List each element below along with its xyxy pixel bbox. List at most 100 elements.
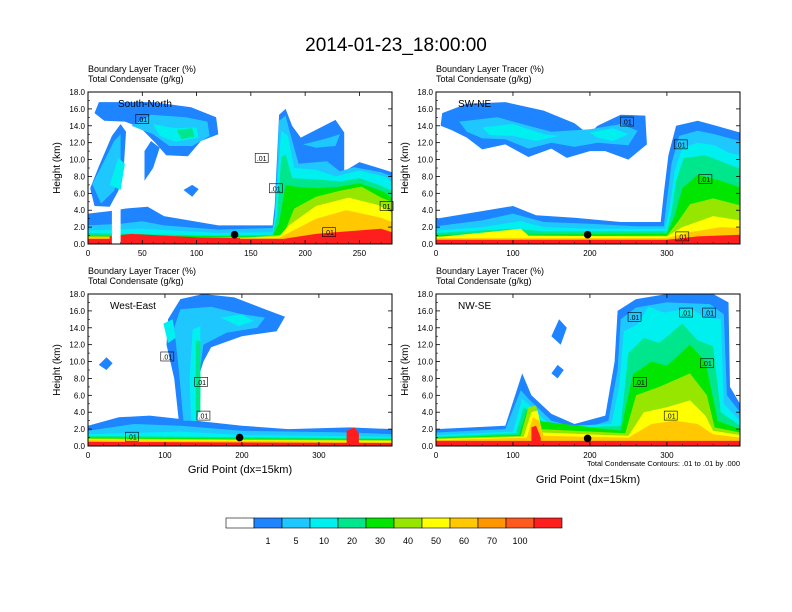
panel-section-label: NW-SE bbox=[458, 301, 491, 312]
colorbar-label: 10 bbox=[319, 536, 329, 546]
panels: .01.01.01.01010.02.04.06.08.010.012.014.… bbox=[52, 64, 741, 486]
colorbar-segment bbox=[421, 517, 451, 529]
colorbar-label: 100 bbox=[512, 536, 527, 546]
y-axis-label: Height (km) bbox=[52, 344, 63, 396]
contour-label-box bbox=[322, 227, 336, 237]
contour-fill-level-100 bbox=[88, 441, 392, 446]
contour-label: 01 bbox=[383, 204, 391, 211]
contour-label: .01 bbox=[676, 142, 686, 149]
contour-fill-level-70 bbox=[436, 417, 740, 446]
panel-contour-label: Total Condensate (g/kg) bbox=[88, 74, 184, 84]
contour-label-box bbox=[125, 431, 139, 442]
y-tick-label: 0.0 bbox=[422, 442, 434, 451]
location-marker bbox=[235, 433, 244, 442]
x-tick-label: 50 bbox=[138, 249, 147, 258]
panel-west-east: .01 .01 .01 .01 0.0 2.0 4.0 6.0 8.0 10.0 12.0 14.0 1… bbox=[52, 266, 393, 476]
x-tick-label: 200 bbox=[583, 451, 597, 460]
x-tick-label: 200 bbox=[298, 249, 312, 258]
y-tick-label: 2.0 bbox=[74, 425, 86, 434]
y-tick-label: 2.0 bbox=[422, 425, 434, 434]
y-tick-label: 18.0 bbox=[417, 290, 433, 299]
contour-fill-level-10 bbox=[303, 134, 340, 148]
panel-nw-se: .01 .01 .01 .01 .01 .01 0.0 2.0 4.0 6.0 8.0 10.0 12.… bbox=[400, 266, 741, 486]
x-tick-label: 0 bbox=[434, 249, 439, 258]
panel-section-label: West-East bbox=[110, 301, 156, 312]
y-axis-label: Height (km) bbox=[400, 344, 411, 396]
contour-label-box bbox=[673, 139, 688, 150]
y-tick-label: 0.0 bbox=[422, 240, 434, 249]
contour-label: .01 bbox=[622, 120, 632, 127]
y-tick-label: 18.0 bbox=[69, 290, 85, 299]
x-tick-label: 100 bbox=[190, 249, 204, 258]
y-tick-label: 2.0 bbox=[74, 223, 86, 232]
y-tick-label: 10.0 bbox=[417, 156, 433, 165]
contour-fill-level-20 bbox=[589, 128, 629, 141]
contour-label: .01 bbox=[257, 156, 267, 163]
y-tick-label: 16.0 bbox=[417, 307, 433, 316]
location-marker bbox=[583, 434, 592, 443]
x-tick-label: 0 bbox=[434, 451, 439, 460]
contour-fill-level-1 bbox=[98, 357, 113, 370]
panel-section-label: SW-NE bbox=[458, 99, 491, 110]
contour-label-box bbox=[698, 174, 713, 184]
colorbar-segment bbox=[449, 517, 479, 529]
colorbar-segment bbox=[337, 517, 367, 529]
y-tick-label: 6.0 bbox=[422, 391, 434, 400]
panel-contour-label: Total Condensate (g/kg) bbox=[436, 276, 532, 286]
contour-fill-level-1 bbox=[551, 319, 567, 345]
contour-fill-level-100 bbox=[436, 440, 740, 446]
panel-variable-label: Boundary Layer Tracer (%) bbox=[88, 64, 196, 74]
panel-variable-label: Boundary Layer Tracer (%) bbox=[436, 64, 544, 74]
contour-label: .01 bbox=[196, 380, 206, 387]
location-marker bbox=[230, 230, 239, 239]
colorbar-label: 60 bbox=[459, 536, 469, 546]
y-tick-label: 12.0 bbox=[69, 341, 85, 350]
contour-fill-level-100 bbox=[436, 234, 740, 244]
contour-fill-level-10 bbox=[436, 130, 740, 244]
x-tick-label: 200 bbox=[583, 249, 597, 258]
x-tick-label: 0 bbox=[86, 249, 91, 258]
y-tick-label: 2.0 bbox=[422, 223, 434, 232]
colorbar-segment bbox=[309, 517, 339, 529]
contour-label: .01 bbox=[704, 311, 714, 318]
y-axis-label: Height (km) bbox=[52, 142, 63, 194]
x-axis-label: Grid Point (dx=15km) bbox=[536, 474, 640, 486]
panel-contour-label: Total Condensate (g/kg) bbox=[88, 276, 184, 286]
y-tick-label: 4.0 bbox=[74, 206, 86, 215]
contour-label-box bbox=[194, 377, 208, 387]
y-tick-label: 16.0 bbox=[69, 105, 85, 114]
contour-fill-level-100 bbox=[531, 425, 541, 446]
colorbar-label: 70 bbox=[487, 536, 497, 546]
contour-label-box bbox=[379, 201, 394, 211]
x-tick-label: 100 bbox=[506, 249, 520, 258]
colorbar-segment bbox=[225, 517, 255, 529]
x-tick-label: 100 bbox=[158, 451, 172, 460]
panel-variable-label: Boundary Layer Tracer (%) bbox=[436, 266, 544, 276]
contour-note: Total Condensate Contours: .01 to .01 by… bbox=[587, 459, 740, 468]
contour-label: .01 bbox=[630, 315, 640, 322]
y-tick-label: 18.0 bbox=[69, 88, 85, 97]
contour-label-box bbox=[627, 311, 642, 322]
contour-label-box bbox=[679, 307, 693, 318]
y-axis-label: Height (km) bbox=[400, 142, 411, 194]
y-tick-label: 10.0 bbox=[417, 358, 433, 367]
y-tick-label: 14.0 bbox=[417, 122, 433, 131]
y-tick-label: 14.0 bbox=[69, 122, 85, 131]
y-tick-label: 4.0 bbox=[74, 408, 86, 417]
y-tick-label: 18.0 bbox=[417, 88, 433, 97]
contour-fill-level-1 bbox=[183, 184, 199, 197]
contour-label: .01 bbox=[700, 177, 710, 184]
colorbar-segment bbox=[505, 517, 535, 529]
panel-section-label: South-North bbox=[118, 99, 172, 110]
y-tick-label: 14.0 bbox=[417, 324, 433, 333]
colorbar-segment bbox=[393, 517, 423, 529]
panel-variable-label: Boundary Layer Tracer (%) bbox=[88, 266, 196, 276]
contour-fill-level-20 bbox=[482, 124, 560, 141]
contour-label-box bbox=[160, 351, 175, 362]
colorbar-segment bbox=[477, 517, 507, 529]
x-tick-label: 250 bbox=[353, 249, 367, 258]
y-tick-label: 0.0 bbox=[74, 240, 86, 249]
contour-label-box bbox=[675, 231, 690, 242]
contour-label: .01 bbox=[199, 414, 209, 421]
contour-fill-level-20 bbox=[163, 319, 176, 343]
